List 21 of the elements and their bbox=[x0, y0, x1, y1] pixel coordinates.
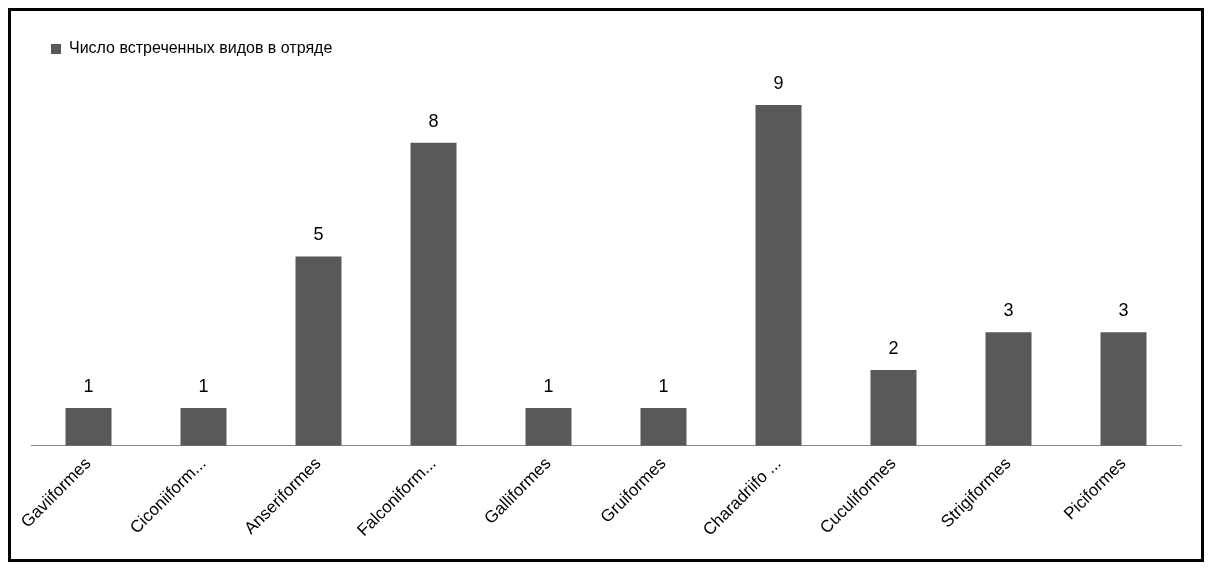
bar bbox=[870, 370, 917, 446]
data-label: 1 bbox=[83, 375, 94, 396]
data-label: 9 bbox=[773, 72, 784, 93]
bar bbox=[985, 332, 1032, 446]
data-label: 3 bbox=[1003, 300, 1014, 321]
data-label: 1 bbox=[543, 375, 554, 396]
bar bbox=[755, 104, 802, 446]
bar bbox=[640, 407, 687, 446]
bar bbox=[410, 142, 457, 446]
bar bbox=[295, 256, 342, 446]
legend-label: Число встреченных видов в отряде bbox=[69, 39, 333, 57]
data-label: 1 bbox=[198, 375, 209, 396]
data-label: 3 bbox=[1118, 300, 1129, 321]
bar bbox=[1100, 332, 1147, 446]
bar bbox=[180, 407, 227, 446]
data-label: 2 bbox=[888, 337, 899, 358]
bar bbox=[65, 407, 112, 446]
data-label: 1 bbox=[658, 375, 669, 396]
data-label: 8 bbox=[428, 110, 439, 131]
data-label: 5 bbox=[313, 224, 324, 245]
bar bbox=[525, 407, 572, 446]
